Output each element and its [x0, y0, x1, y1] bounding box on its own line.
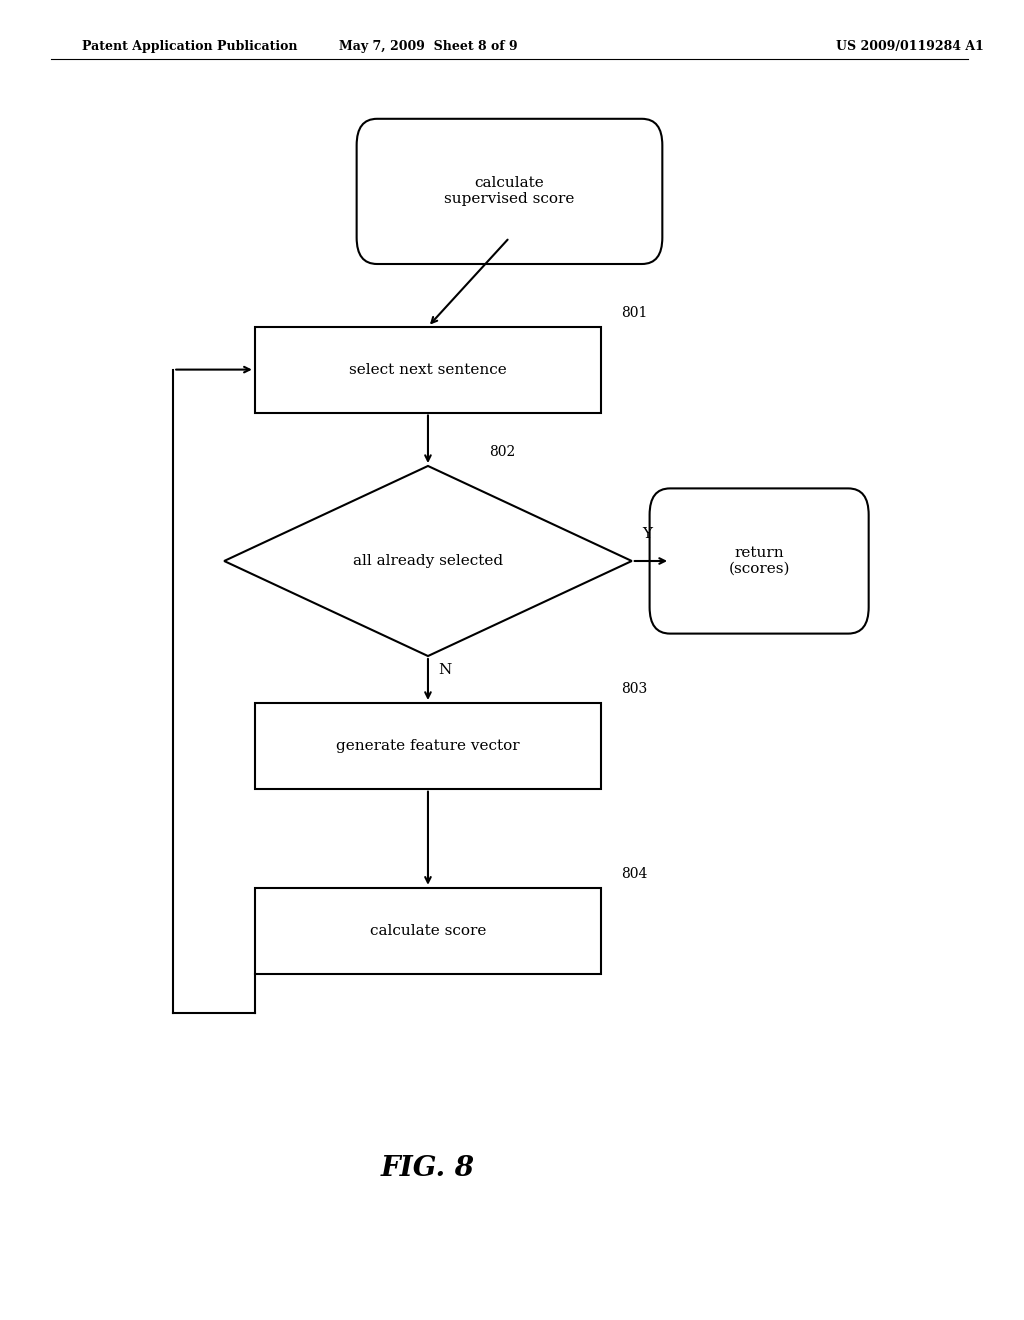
- Text: 802: 802: [489, 445, 515, 459]
- Text: return
(scores): return (scores): [728, 546, 790, 576]
- Text: generate feature vector: generate feature vector: [336, 739, 520, 752]
- Text: US 2009/0119284 A1: US 2009/0119284 A1: [836, 40, 983, 53]
- Polygon shape: [224, 466, 632, 656]
- Bar: [255, 327, 601, 412]
- Text: Patent Application Publication: Patent Application Publication: [82, 40, 297, 53]
- Text: select next sentence: select next sentence: [349, 363, 507, 376]
- Bar: [255, 888, 601, 974]
- Text: calculate score: calculate score: [370, 924, 486, 937]
- Text: 801: 801: [622, 306, 648, 321]
- Text: May 7, 2009  Sheet 8 of 9: May 7, 2009 Sheet 8 of 9: [339, 40, 517, 53]
- Bar: [255, 704, 601, 789]
- Text: Y: Y: [642, 527, 652, 541]
- Text: 804: 804: [622, 867, 648, 882]
- FancyBboxPatch shape: [356, 119, 663, 264]
- Text: N: N: [438, 663, 452, 677]
- Text: FIG. 8: FIG. 8: [381, 1155, 475, 1181]
- Text: 803: 803: [622, 682, 648, 697]
- Text: calculate
supervised score: calculate supervised score: [444, 177, 574, 206]
- FancyBboxPatch shape: [649, 488, 868, 634]
- Text: all already selected: all already selected: [353, 554, 503, 568]
